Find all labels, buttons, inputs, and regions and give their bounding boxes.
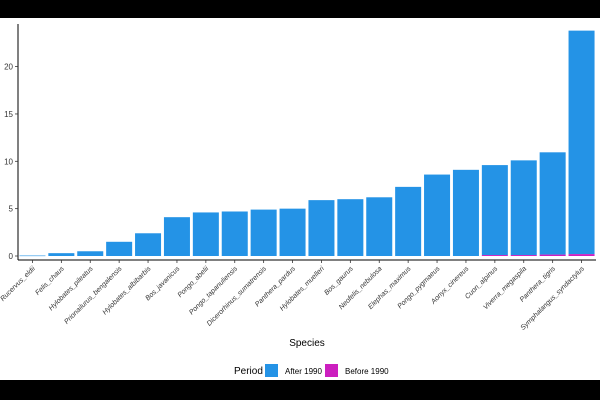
x-tick-label-Symphalangus_syndactylus: Symphalangus_syndactylus bbox=[520, 265, 587, 332]
bars-group bbox=[19, 30, 595, 257]
bar-after-1990-Prionailurus_bengalensis bbox=[106, 241, 133, 256]
bar-before-1990-Panthera_tigris bbox=[539, 254, 566, 256]
legend: Period After 1990 Before 1990 bbox=[234, 364, 389, 377]
bar-after-1990-Dicerorhinus_sumatrensis bbox=[250, 209, 277, 256]
x-tick-label-Rucervus_eldii: Rucervus_eldii bbox=[0, 265, 37, 303]
legend-title: Period bbox=[234, 366, 263, 377]
bar-after-1990-Panthera_pardus bbox=[279, 208, 306, 256]
legend-label-before-1990: Before 1990 bbox=[345, 367, 389, 376]
x-tick-label-Dicerorhinus_sumatrensis: Dicerorhinus_sumatrensis bbox=[206, 265, 269, 328]
bar-after-1990-Pongo_pygmaeus bbox=[424, 174, 451, 256]
bar-after-1990-Panthera_tigris bbox=[539, 152, 566, 255]
bar-after-1990-Bos_gaurus bbox=[337, 199, 364, 256]
legend-swatch-after-1990 bbox=[265, 364, 278, 377]
legend-label-after-1990: After 1990 bbox=[285, 367, 322, 376]
bar-after-1990-Neofelis_nebulosa bbox=[366, 197, 393, 256]
x-axis: Rucervus_eldiiFelis_chausHylobates_pilea… bbox=[0, 259, 596, 332]
bar-after-1990-Aonyx_cinereus bbox=[452, 169, 479, 256]
x-axis-title: Species bbox=[289, 338, 325, 349]
bar-after-1990-Pongo_abelii bbox=[192, 212, 219, 256]
bar-after-1990-Felis_chaus bbox=[48, 253, 75, 256]
x-tick-label-Bos_gaurus: Bos_gaurus bbox=[323, 265, 355, 297]
bar-after-1990-Rucervus_eldii bbox=[19, 255, 46, 257]
bar-after-1990-Hylobates_albibarbis bbox=[135, 233, 162, 256]
x-tick-label-Prionailurus_bengalensis: Prionailurus_bengalensis bbox=[63, 265, 124, 326]
y-tick-label-5: 5 bbox=[9, 205, 14, 214]
chart-canvas: 0 5 10 15 20 Rucervus_eldii Felis_chaus Hyloba… bbox=[0, 18, 600, 380]
bar-after-1990-Cuon_alpinus bbox=[481, 165, 508, 256]
bar-before-1990-Symphalangus_syndactylus bbox=[568, 254, 595, 256]
bar-after-1990-Bos_javanicus bbox=[163, 217, 190, 256]
y-axis: 0 5 10 15 20 bbox=[4, 24, 19, 261]
y-tick-label-20: 20 bbox=[4, 63, 13, 72]
bar-after-1990-Symphalangus_syndactylus bbox=[568, 30, 595, 255]
bar-after-1990-Elephas_maximus bbox=[395, 186, 422, 256]
x-tick-label-Pongo_tapanuliensis: Pongo_tapanuliensis bbox=[188, 265, 239, 316]
bar-before-1990-Viverra_megaspila bbox=[510, 255, 537, 256]
legend-swatch-before-1990 bbox=[325, 364, 338, 377]
bar-before-1990-Cuon_alpinus bbox=[481, 255, 508, 256]
y-tick-label-0: 0 bbox=[9, 252, 14, 261]
bar-after-1990-Hylobates_muelleri bbox=[308, 200, 335, 256]
bar-after-1990-Viverra_megaspila bbox=[510, 160, 537, 256]
y-tick-label-10: 10 bbox=[4, 157, 13, 166]
y-tick-label-15: 15 bbox=[4, 110, 13, 119]
bar-after-1990-Pongo_tapanuliensis bbox=[221, 211, 248, 256]
x-tick-label-Felis_chaus: Felis_chaus bbox=[34, 265, 66, 297]
x-tick-label-Hylobates_albibarbis: Hylobates_albibarbis bbox=[102, 265, 153, 316]
bar-after-1990-Hylobates_pileatus bbox=[77, 251, 104, 256]
